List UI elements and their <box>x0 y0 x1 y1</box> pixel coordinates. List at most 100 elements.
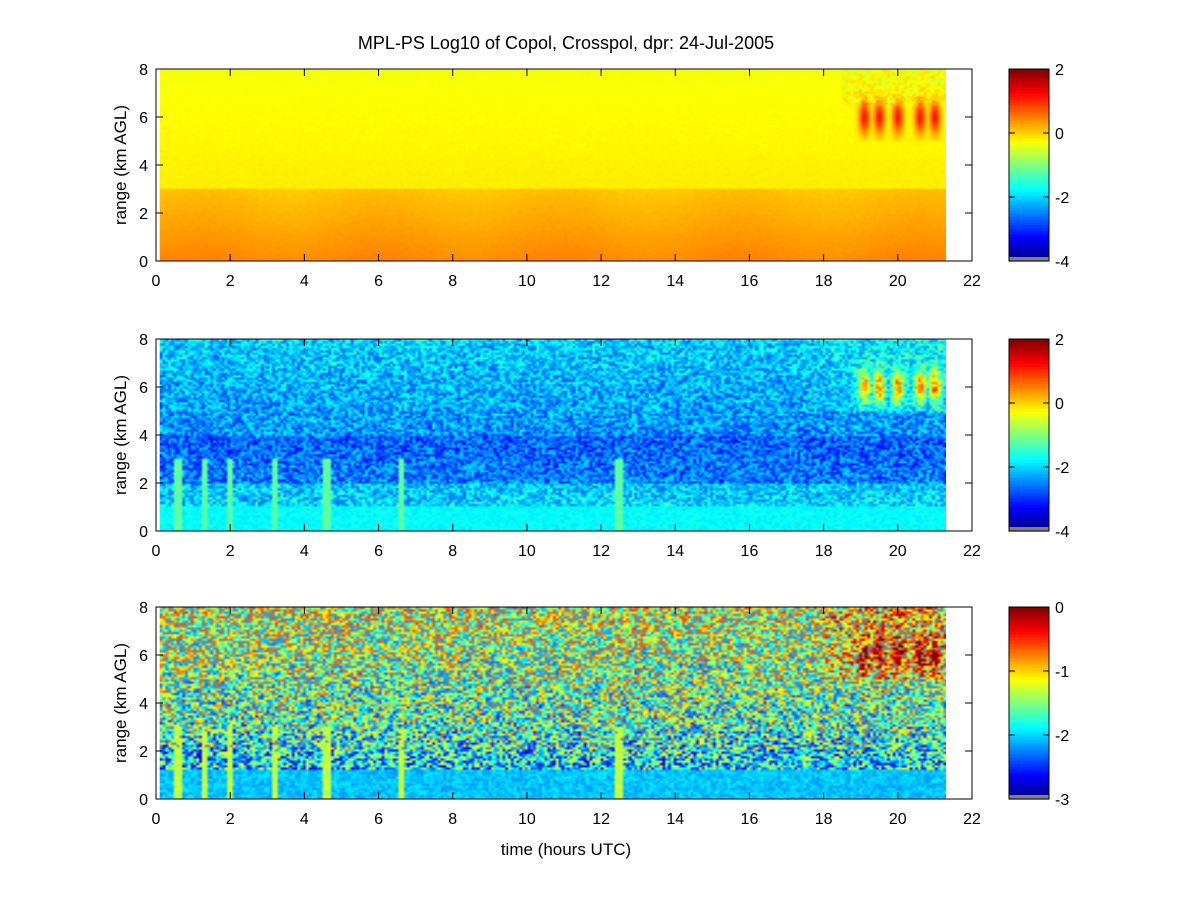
colorbar-segment <box>1009 501 1049 505</box>
colorbar-segment <box>1009 525 1049 529</box>
colorbar-segment <box>1009 721 1049 725</box>
colorbar-segment <box>1009 709 1049 713</box>
colorbar-segment <box>1009 649 1049 653</box>
y-tick-label: 4 <box>139 428 148 445</box>
colorbar-segment <box>1009 192 1049 196</box>
y-tick-label: 4 <box>139 158 148 175</box>
x-tick-label: 12 <box>592 811 610 828</box>
colorbar-segment <box>1009 156 1049 160</box>
x-tick-label: 20 <box>889 543 907 560</box>
colorbar-tick-label: -2 <box>1055 190 1069 207</box>
colorbar-segment <box>1009 375 1049 379</box>
colorbar-segment <box>1009 99 1049 103</box>
figure-title: MPL-PS Log10 of Copol, Crosspol, dpr: 24… <box>358 33 774 53</box>
x-tick-label: 20 <box>889 811 907 828</box>
colorbar-segment <box>1009 90 1049 94</box>
colorbar-segment <box>1009 183 1049 187</box>
colorbar-segment <box>1009 706 1049 710</box>
x-tick-label: 22 <box>963 543 981 560</box>
x-tick-label: 0 <box>152 811 161 828</box>
colorbar-segment <box>1009 123 1049 127</box>
colorbar-segment <box>1009 438 1049 442</box>
panel-3: 0 2 4 6 8 10 12 14 16 18 20 22 0 2 4 6 8 range (km AGL) 0 -… <box>111 600 1069 828</box>
y-tick-label: 6 <box>139 648 148 665</box>
x-tick-label: 0 <box>152 543 161 560</box>
colorbar-segment <box>1009 165 1049 169</box>
colorbar-segment <box>1009 628 1049 632</box>
colorbar-segment <box>1009 519 1049 523</box>
colorbar-missing-swatch <box>1009 795 1049 799</box>
colorbar-segment <box>1009 661 1049 665</box>
colorbar-segment <box>1009 697 1049 701</box>
colorbar-segment <box>1009 144 1049 148</box>
colorbar-segment <box>1009 778 1049 782</box>
colorbar-segment <box>1009 138 1049 142</box>
colorbar-segment <box>1009 231 1049 235</box>
colorbar-segment <box>1009 453 1049 457</box>
colorbar-segment <box>1009 691 1049 695</box>
colorbar-segment <box>1009 432 1049 436</box>
colorbar-segment <box>1009 414 1049 418</box>
x-tick-label: 0 <box>152 273 161 290</box>
y-tick-label: 8 <box>139 332 148 349</box>
colorbar-segment <box>1009 468 1049 472</box>
colorbar-tick-label: -2 <box>1055 460 1069 477</box>
colorbar-frame <box>1008 68 1050 262</box>
x-tick-label: 16 <box>741 273 759 290</box>
colorbar-segment <box>1009 429 1049 433</box>
colorbar-segment <box>1009 240 1049 244</box>
colorbar-segment <box>1009 622 1049 626</box>
colorbar-segment <box>1009 682 1049 686</box>
colorbar-segment <box>1009 616 1049 620</box>
colorbar-segment <box>1009 477 1049 481</box>
colorbar-segment <box>1009 751 1049 755</box>
colorbar-segment <box>1009 87 1049 91</box>
colorbar-segment <box>1009 667 1049 671</box>
colorbar-segment <box>1009 117 1049 121</box>
colorbar-segment <box>1009 378 1049 382</box>
colorbar-segment <box>1009 730 1049 734</box>
colorbar-segment <box>1009 162 1049 166</box>
colorbar-segment <box>1009 607 1049 611</box>
colorbar-segment <box>1009 462 1049 466</box>
colorbar-segment <box>1009 249 1049 253</box>
colorbar-tick-label: -1 <box>1055 664 1069 681</box>
colorbar-tick-label: -3 <box>1055 792 1069 809</box>
x-tick-label: 6 <box>374 811 383 828</box>
colorbar-segment <box>1009 246 1049 250</box>
colorbar-segment <box>1009 171 1049 175</box>
y-tick-label: 2 <box>139 476 148 493</box>
colorbar-segment <box>1009 474 1049 478</box>
colorbar-segment <box>1009 102 1049 106</box>
heatmap-image <box>159 339 947 531</box>
y-tick-label: 8 <box>139 600 148 617</box>
colorbar-segment <box>1009 733 1049 737</box>
colorbar-segment <box>1009 423 1049 427</box>
colorbar-segment <box>1009 522 1049 526</box>
colorbar-segment <box>1009 243 1049 247</box>
colorbar-segment <box>1009 342 1049 346</box>
colorbar-segment <box>1009 459 1049 463</box>
colorbar-segment <box>1009 345 1049 349</box>
x-tick-label: 8 <box>448 543 457 560</box>
colorbar-segment <box>1009 736 1049 740</box>
y-tick-label: 2 <box>139 206 148 223</box>
colorbar-segment <box>1009 694 1049 698</box>
colorbar-segment <box>1009 673 1049 677</box>
colorbar-segment <box>1009 444 1049 448</box>
colorbar-segment <box>1009 510 1049 514</box>
colorbar-segment <box>1009 189 1049 193</box>
colorbar-segment <box>1009 664 1049 668</box>
colorbar-segment <box>1009 763 1049 767</box>
x-tick-label: 6 <box>374 273 383 290</box>
colorbar-segment <box>1009 784 1049 788</box>
colorbar-tick-label: 2 <box>1055 332 1064 349</box>
colorbar-segment <box>1009 775 1049 779</box>
colorbar-segment <box>1009 360 1049 364</box>
colorbar-segment <box>1009 150 1049 154</box>
colorbar-segment <box>1009 201 1049 205</box>
colorbar-segment <box>1009 465 1049 469</box>
x-tick-label: 2 <box>226 273 235 290</box>
colorbar-segment <box>1009 384 1049 388</box>
x-tick-label: 22 <box>963 273 981 290</box>
